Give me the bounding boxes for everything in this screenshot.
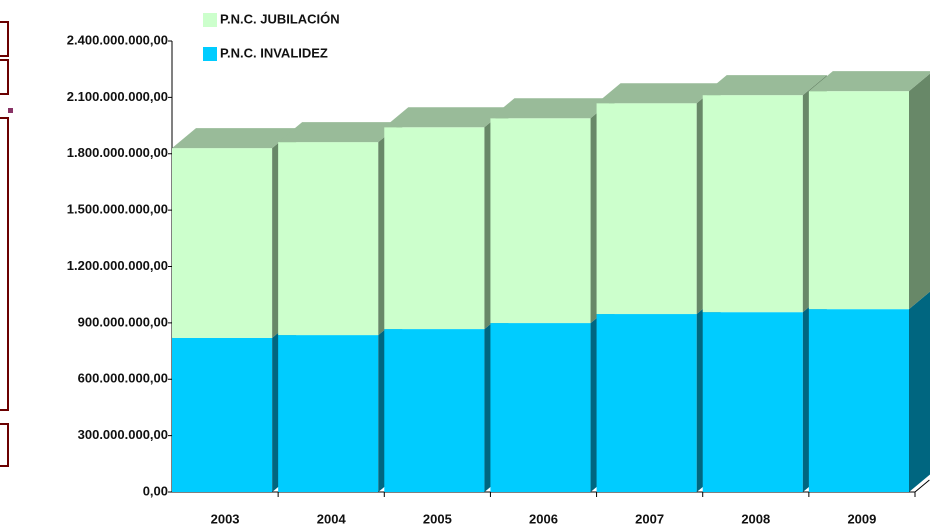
legend-swatch [203,13,217,27]
legend-label: P.N.C. JUBILACIÓN [220,11,340,26]
bar-front [384,127,485,330]
bar-front [808,91,909,310]
x-tick-label: 2004 [317,511,347,526]
y-tick-label: 900.000.000,00 [78,314,168,329]
x-tick-label: 2006 [529,511,558,526]
bar-top [490,98,615,119]
x-axis-depth [914,479,930,493]
bar-front [596,103,697,315]
legend-swatch [203,47,217,61]
y-tick-label: 1.200.000.000,00 [67,258,168,273]
bar-top [702,75,827,96]
y-tick-label: 600.000.000,00 [78,371,168,386]
bar-top [808,71,930,92]
bar-front [808,309,909,492]
bar-front [490,118,591,324]
bar-front [596,314,697,492]
y-tick-label: 2.100.000.000,00 [67,89,168,104]
bar-front [278,142,379,336]
y-tick-label: 0,00 [143,483,168,498]
bar-top [596,83,721,104]
bar-side [909,73,930,310]
bar-front [172,337,273,492]
bar-top [384,107,509,128]
frame-decor [0,21,9,467]
y-tick-label: 300.000.000,00 [78,427,168,442]
bar-front [702,312,803,492]
x-tick-label: 2009 [847,511,876,526]
legend-label: P.N.C. INVALIDEZ [220,45,328,60]
x-tick-label: 2005 [423,511,452,526]
y-tick-label: 2.400.000.000,00 [67,32,168,47]
x-tick-label: 2003 [211,511,240,526]
decor-dot [8,108,13,113]
bar-front [384,329,485,492]
y-tick-label: 1.800.000.000,00 [67,145,168,160]
bar-front [278,335,379,492]
bar-top [172,128,297,149]
y-tick-label: 1.500.000.000,00 [67,202,168,217]
bar-front [702,95,803,313]
bar-side [909,291,930,492]
bar-top [278,122,403,143]
x-tick-label: 2008 [741,511,770,526]
bar-front [490,323,591,492]
bar-front [172,148,273,338]
x-tick-label: 2007 [635,511,664,526]
